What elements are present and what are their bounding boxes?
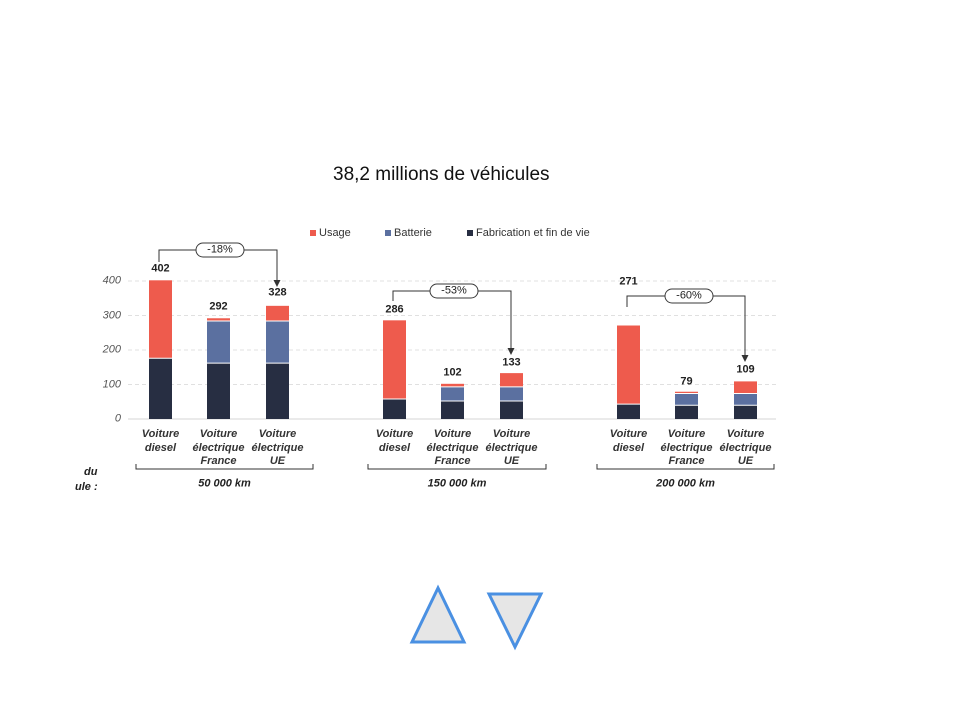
group-label: 50 000 km	[198, 477, 251, 490]
category-label: Voiture électrique UE	[485, 428, 538, 467]
axis-caption-line1: du	[84, 466, 98, 478]
bar-segment-batterie	[441, 386, 464, 402]
legend-swatch-usage	[310, 230, 316, 236]
bar-segment-fabrication-et-fin-de-vie	[383, 398, 406, 419]
change-badge: -18%	[195, 242, 245, 258]
next-slide-button[interactable]	[485, 590, 545, 652]
category-label: Voiture électrique France	[192, 428, 245, 467]
bar-segment-usage	[149, 280, 172, 359]
value-label: 286	[385, 303, 404, 316]
bar-segment-usage	[383, 320, 406, 399]
bar-segment-batterie	[207, 321, 230, 364]
y-tick-label: 200	[102, 343, 121, 356]
group-label: 150 000 km	[427, 477, 487, 490]
legend-label: Batterie	[394, 227, 432, 239]
category-label: Voiture électrique UE	[251, 428, 304, 467]
group-bracket	[367, 464, 547, 470]
y-tick-label: 300	[102, 308, 121, 321]
bar-segment-usage	[734, 381, 757, 394]
legend-item-batterie: Batterie	[385, 227, 432, 239]
bar-segment-batterie	[734, 393, 757, 406]
value-label: 328	[268, 286, 287, 299]
y-tick-label: 100	[102, 377, 121, 390]
value-label: 102	[443, 366, 462, 379]
arrow-head	[507, 348, 515, 355]
bar-segment-usage	[675, 391, 698, 394]
y-tick-label: 400	[102, 274, 121, 287]
change-badge: -60%	[664, 288, 714, 304]
category-label: Voiture diesel	[609, 428, 648, 454]
legend-label: Fabrication et fin de vie	[476, 227, 590, 239]
triangle-up-icon	[409, 584, 467, 644]
group-label: 200 000 km	[656, 477, 715, 490]
legend-item-usage: Usage	[310, 227, 351, 239]
bar-segment-fabrication-et-fin-de-vie	[734, 405, 757, 419]
bar-segment-fabrication-et-fin-de-vie	[500, 401, 523, 419]
value-label: 292	[209, 300, 228, 313]
bar-segment-usage	[441, 383, 464, 387]
category-label: Voiture électrique France	[426, 428, 479, 467]
arrow-head	[741, 355, 749, 362]
value-label: 402	[151, 262, 170, 275]
bar-segment-usage	[207, 318, 230, 322]
arrow-head	[273, 280, 281, 287]
value-label: 271	[619, 275, 638, 288]
legend-label: Usage	[319, 227, 351, 239]
bar-segment-batterie	[500, 386, 523, 402]
category-label: Voiture électrique UE	[719, 428, 772, 467]
value-label: 79	[680, 375, 693, 388]
bar-segment-fabrication-et-fin-de-vie	[617, 404, 640, 419]
triangle-down-icon	[486, 592, 544, 651]
category-label: Voiture électrique France	[660, 428, 713, 467]
legend-swatch-batterie	[385, 230, 391, 236]
chart-title: 38,2 millions de véhicules	[333, 164, 550, 185]
bar-segment-fabrication-et-fin-de-vie	[207, 363, 230, 419]
change-badge: -53%	[429, 283, 479, 299]
bar-segment-fabrication-et-fin-de-vie	[675, 405, 698, 419]
bar-segment-batterie	[675, 393, 698, 406]
value-label: 109	[736, 363, 755, 376]
previous-slide-button[interactable]	[408, 584, 468, 646]
category-label: Voiture diesel	[141, 428, 180, 454]
bar-segment-fabrication-et-fin-de-vie	[149, 358, 172, 419]
bar-segment-usage	[500, 373, 523, 387]
y-tick-label: 0	[114, 412, 121, 425]
value-label: 133	[502, 356, 521, 369]
axis-caption-line2: ule :	[75, 481, 98, 493]
legend-item-fabrication: Fabrication et fin de vie	[467, 227, 590, 239]
bar-segment-usage	[617, 325, 640, 405]
bar-segment-fabrication-et-fin-de-vie	[266, 363, 289, 419]
legend-swatch-fabrication	[467, 230, 473, 236]
bar-segment-usage	[266, 305, 289, 322]
group-bracket	[135, 464, 314, 470]
category-label: Voiture diesel	[375, 428, 414, 454]
group-bracket	[596, 464, 775, 470]
bar-segment-batterie	[266, 321, 289, 364]
bar-segment-fabrication-et-fin-de-vie	[441, 401, 464, 419]
